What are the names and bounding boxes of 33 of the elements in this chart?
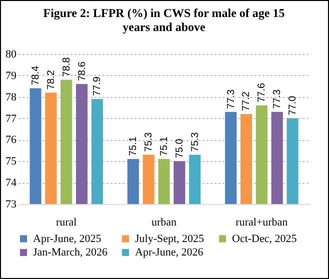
y-tick-label: 77 — [6, 112, 17, 125]
y-tick-label: 74 — [6, 177, 17, 190]
y-tick-label: 76 — [6, 134, 17, 146]
legend-label: Jan-March, 2026 — [33, 246, 108, 258]
x-tick-label: urban — [151, 216, 178, 228]
y-tick-label: 78 — [6, 91, 17, 104]
data-label: 78.4 — [30, 65, 42, 86]
data-label: 75.1 — [128, 136, 140, 156]
data-label: 75.3 — [144, 132, 155, 152]
data-label: 78.8 — [61, 56, 72, 77]
data-label: 77.0 — [288, 95, 298, 116]
y-tick-label: 80 — [6, 48, 17, 60]
x-tick-label: rural — [56, 216, 77, 228]
legend-label: Apr-June, 2026 — [135, 246, 204, 258]
y-tick-label: 75 — [6, 156, 17, 168]
legend-label: Oct-Dec, 2025 — [232, 232, 298, 245]
data-label: 77.3 — [272, 88, 284, 109]
data-label: 77.6 — [256, 82, 268, 102]
data-label: 78.2 — [46, 70, 57, 90]
data-label: 77.9 — [92, 76, 104, 96]
data-label: 77.3 — [226, 88, 237, 109]
data-label: 75.3 — [190, 132, 201, 152]
legend-label: Apr-June, 2025 — [33, 232, 102, 245]
text: Figure 2: LFPR (%) in CWS for male of age 15 — [43, 6, 285, 20]
data-label: 75.0 — [174, 138, 186, 158]
data-label: 77.2 — [241, 91, 252, 111]
x-tick-label: rural+urban — [236, 216, 288, 228]
data-label: 78.6 — [76, 61, 88, 81]
legend-label: July-Sept, 2025 — [135, 232, 205, 245]
data-label: 75.1 — [159, 136, 170, 156]
text: years and above — [122, 20, 206, 34]
y-tick-label: 79 — [6, 70, 17, 82]
y-tick-label: 73 — [6, 198, 17, 210]
